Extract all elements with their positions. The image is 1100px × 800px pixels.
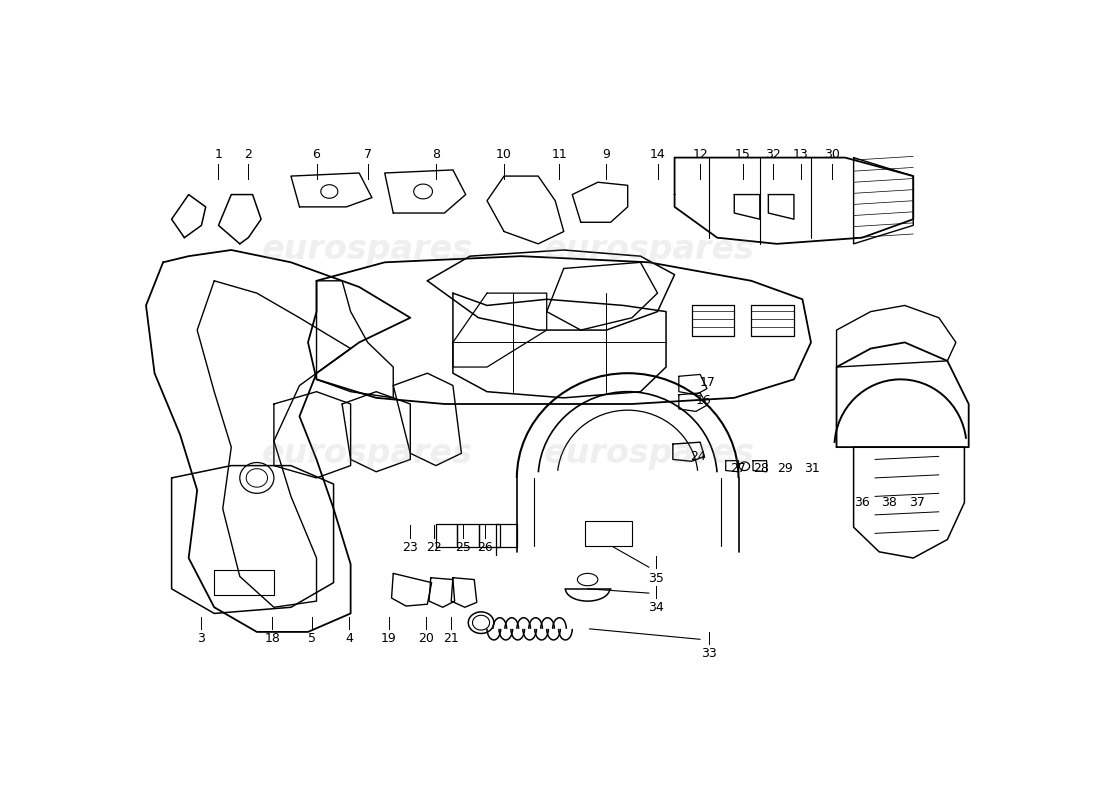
Text: 7: 7 — [364, 148, 372, 161]
Text: eurospares: eurospares — [543, 437, 755, 470]
Text: 6: 6 — [312, 148, 320, 161]
Text: 14: 14 — [650, 148, 666, 161]
Text: 10: 10 — [496, 148, 512, 161]
Text: 18: 18 — [264, 632, 280, 645]
Text: eurospares: eurospares — [262, 437, 473, 470]
Text: 32: 32 — [764, 148, 781, 161]
Text: 15: 15 — [735, 148, 750, 161]
Text: 20: 20 — [418, 632, 433, 645]
Text: 37: 37 — [909, 496, 925, 509]
Text: 17: 17 — [700, 376, 716, 389]
Text: 21: 21 — [443, 632, 459, 645]
Text: 35: 35 — [648, 571, 663, 585]
Text: 22: 22 — [427, 541, 442, 554]
Text: 16: 16 — [696, 394, 712, 407]
Text: 33: 33 — [701, 647, 716, 660]
Text: 25: 25 — [455, 541, 471, 554]
Text: 3: 3 — [198, 632, 206, 645]
Text: 26: 26 — [477, 541, 493, 554]
Text: 30: 30 — [824, 148, 840, 161]
Text: 24: 24 — [690, 450, 706, 463]
Text: 34: 34 — [648, 601, 663, 614]
Text: 28: 28 — [754, 462, 769, 475]
Text: 9: 9 — [603, 148, 611, 161]
Text: 11: 11 — [551, 148, 568, 161]
Text: 29: 29 — [777, 462, 793, 475]
Text: eurospares: eurospares — [262, 234, 473, 266]
Text: 27: 27 — [730, 462, 746, 475]
Text: 13: 13 — [793, 148, 808, 161]
Text: 38: 38 — [881, 496, 896, 509]
Text: 2: 2 — [244, 148, 252, 161]
Text: 4: 4 — [345, 632, 353, 645]
Text: 12: 12 — [692, 148, 708, 161]
Text: 31: 31 — [804, 462, 820, 475]
Text: eurospares: eurospares — [543, 234, 755, 266]
Text: 5: 5 — [308, 632, 317, 645]
Text: 23: 23 — [403, 541, 418, 554]
Text: 1: 1 — [214, 148, 222, 161]
Text: 8: 8 — [432, 148, 440, 161]
Text: 36: 36 — [854, 496, 869, 509]
Text: 19: 19 — [381, 632, 397, 645]
